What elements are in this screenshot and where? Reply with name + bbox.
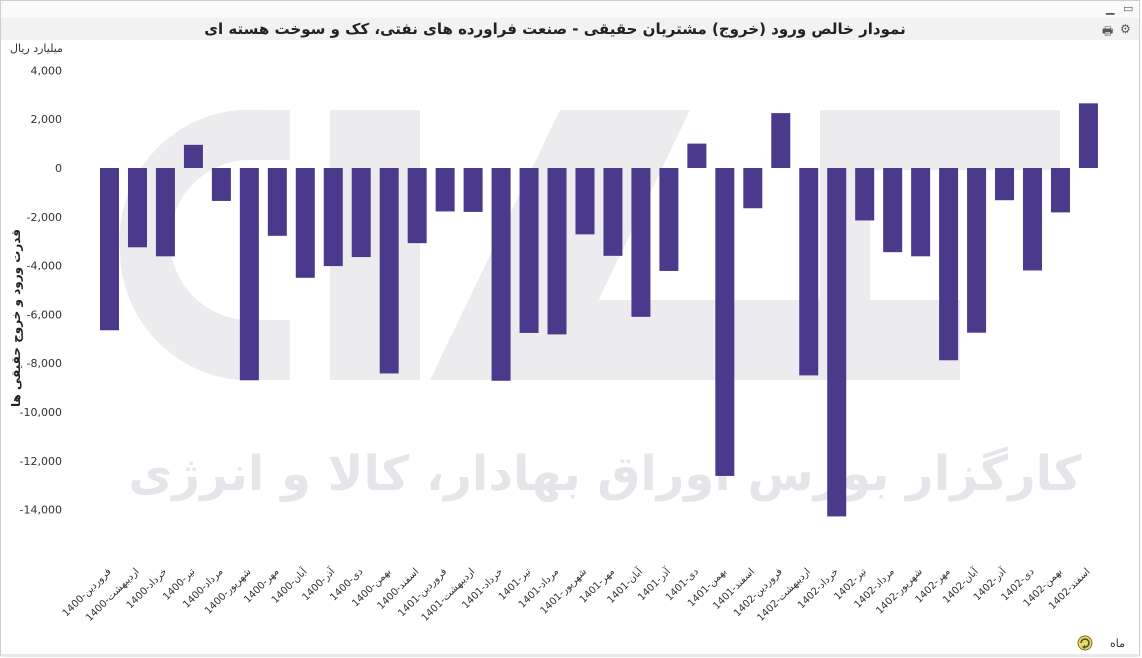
bar[interactable] — [295, 168, 315, 278]
bar[interactable] — [939, 168, 959, 361]
minimize-icon[interactable]: ▁ — [1106, 2, 1115, 15]
y-tick-label: 2,000 — [31, 113, 63, 126]
bar[interactable] — [211, 168, 231, 201]
bar[interactable] — [379, 168, 399, 374]
x-axis-label: ماه — [1110, 637, 1126, 650]
watermark: کارگزار بورس اوراق بهادار، کالا و انرژی — [119, 109, 1082, 502]
bar[interactable] — [575, 168, 595, 235]
bottom-strip — [1, 654, 1139, 657]
bar[interactable] — [547, 168, 567, 335]
bar[interactable] — [1078, 103, 1098, 168]
y-tick-label: -4,000 — [27, 260, 62, 273]
y-tick-label: 4,000 — [31, 64, 63, 77]
bar[interactable] — [827, 168, 847, 517]
y-tick-label: -14,000 — [20, 504, 62, 517]
bar[interactable] — [127, 168, 147, 248]
bar[interactable] — [519, 168, 539, 333]
bar[interactable] — [351, 168, 371, 258]
bar[interactable] — [155, 168, 175, 257]
watermark-logo-hook — [820, 110, 1060, 300]
bar[interactable] — [799, 168, 819, 376]
y-tick-label: -8,000 — [27, 357, 62, 370]
y-tick-label: 0 — [55, 162, 62, 175]
bar[interactable] — [183, 144, 203, 168]
bar[interactable] — [435, 168, 455, 212]
y-tick-label: -12,000 — [20, 455, 62, 468]
restore-icon[interactable]: ▭ — [1123, 2, 1134, 15]
bar[interactable] — [491, 168, 511, 381]
y-axis-label: قدرت ورود و خروج حقیقی ها — [9, 228, 23, 408]
watermark-logo-block — [330, 110, 420, 380]
bar-series — [100, 103, 1098, 517]
bar[interactable] — [687, 143, 707, 168]
refresh-icon[interactable] — [1077, 635, 1093, 651]
watermark-text: کارگزار بورس اوراق بهادار، کالا و انرژی — [128, 446, 1081, 502]
y-axis: 4,000 2,000 0 -2,000 -4,000 -6,000 -8,000 -10,0… — [20, 64, 62, 516]
bar[interactable] — [631, 168, 651, 317]
bar[interactable] — [1050, 168, 1070, 213]
bar[interactable] — [267, 168, 287, 236]
bar[interactable] — [911, 168, 931, 257]
unit-label: میلیارد ریال — [10, 42, 63, 55]
y-tick-label: -6,000 — [27, 308, 62, 321]
x-tick-label: 1401-فروردین — [396, 566, 449, 619]
bar[interactable] — [967, 168, 987, 333]
title-bar — [1, 18, 1139, 40]
y-tick-label: -10,000 — [20, 406, 62, 419]
x-axis: 1400-فروردین1400-اردیبهشت1400-خرداد1400-… — [61, 564, 1093, 624]
y-tick-label: -2,000 — [27, 211, 62, 224]
bar[interactable] — [715, 168, 735, 476]
bar[interactable] — [771, 113, 791, 168]
bar[interactable] — [603, 168, 623, 256]
bar[interactable] — [463, 168, 483, 212]
bar[interactable] — [883, 168, 903, 253]
bar[interactable] — [855, 168, 875, 221]
bar[interactable] — [100, 168, 119, 331]
bar[interactable] — [743, 168, 763, 209]
bar[interactable] — [1023, 168, 1043, 271]
chart-title: نمودار خالص ورود (خروج) مشتریان حقیقی - … — [204, 20, 906, 38]
bar[interactable] — [239, 168, 259, 381]
watermark-logo-bar — [560, 300, 960, 380]
bar[interactable] — [995, 168, 1015, 201]
print-icon[interactable]: 🖶 — [1102, 24, 1114, 38]
x-tick-label: 1400-فروردین — [61, 566, 114, 619]
bar[interactable] — [407, 168, 427, 244]
tool-icon[interactable]: ⚙ — [1120, 22, 1131, 36]
x-tick-label: 1402-فروردین — [732, 566, 785, 619]
bar[interactable] — [659, 168, 679, 271]
bar[interactable] — [323, 168, 343, 267]
